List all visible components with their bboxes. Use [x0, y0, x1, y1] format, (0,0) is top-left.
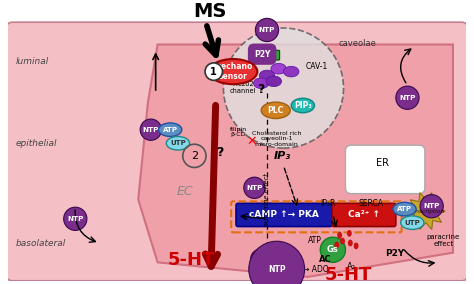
Text: NTP: NTP — [423, 203, 440, 209]
Text: CAV-1: CAV-1 — [306, 62, 328, 71]
Circle shape — [320, 237, 346, 262]
Text: MS: MS — [193, 2, 227, 21]
FancyBboxPatch shape — [332, 203, 396, 227]
Text: A₂: A₂ — [347, 262, 356, 271]
Ellipse shape — [283, 66, 299, 77]
Text: 5-HT: 5-HT — [325, 266, 372, 284]
Text: P2Y: P2Y — [385, 248, 404, 258]
Ellipse shape — [259, 70, 275, 81]
Text: ER: ER — [376, 158, 389, 168]
Ellipse shape — [254, 78, 269, 89]
Circle shape — [396, 86, 419, 109]
Text: cAMP ↑→ PKA: cAMP ↑→ PKA — [248, 210, 319, 220]
Text: PLC: PLC — [268, 106, 284, 115]
Ellipse shape — [401, 216, 424, 229]
Text: UTP: UTP — [170, 140, 186, 146]
Text: AC: AC — [319, 255, 331, 264]
FancyBboxPatch shape — [7, 22, 467, 281]
Ellipse shape — [347, 230, 352, 237]
Text: IP₃: IP₃ — [274, 151, 291, 161]
Text: Ca²⁺ ↑: Ca²⁺ ↑ — [348, 210, 380, 220]
Text: NTP: NTP — [259, 27, 275, 33]
Circle shape — [244, 177, 265, 199]
Ellipse shape — [348, 240, 353, 247]
Text: 1: 1 — [210, 67, 217, 77]
FancyBboxPatch shape — [236, 203, 332, 227]
Ellipse shape — [291, 98, 314, 113]
Text: caveolae: caveolae — [339, 39, 376, 49]
Ellipse shape — [337, 232, 342, 239]
Circle shape — [251, 249, 272, 270]
Text: NTP: NTP — [253, 256, 269, 262]
Text: Gs: Gs — [327, 245, 339, 254]
Circle shape — [223, 28, 344, 148]
Ellipse shape — [159, 123, 182, 137]
Text: UTP: UTP — [404, 220, 420, 226]
Text: luminal: luminal — [15, 57, 48, 66]
Circle shape — [205, 63, 222, 80]
Ellipse shape — [271, 63, 286, 74]
Ellipse shape — [354, 243, 358, 249]
Text: transcription: transcription — [407, 208, 445, 214]
Text: ATP: ATP — [163, 127, 178, 133]
Polygon shape — [407, 193, 445, 229]
Text: ATP: ATP — [397, 206, 412, 212]
Text: NTP: NTP — [143, 127, 159, 133]
Text: NTP: NTP — [246, 185, 263, 191]
Circle shape — [255, 18, 279, 41]
Text: IP₃R: IP₃R — [320, 199, 336, 208]
Text: epithelial: epithelial — [15, 139, 57, 148]
Text: autocrine effect: autocrine effect — [264, 173, 270, 226]
Text: → ADO: → ADO — [303, 265, 328, 274]
Ellipse shape — [340, 238, 345, 245]
Text: ?: ? — [216, 146, 223, 159]
Text: NTP: NTP — [399, 95, 416, 101]
Text: mechano
sensor: mechano sensor — [213, 62, 253, 81]
FancyBboxPatch shape — [346, 145, 425, 194]
Text: SERCA: SERCA — [358, 199, 383, 208]
Text: NTP: NTP — [268, 265, 285, 274]
Text: PIP₃: PIP₃ — [294, 101, 312, 110]
Circle shape — [420, 195, 443, 218]
FancyBboxPatch shape — [251, 50, 280, 60]
Ellipse shape — [166, 137, 190, 150]
Text: EC: EC — [177, 185, 193, 198]
Text: Cholesterol rich
caveolin-1
micro-domain: Cholesterol rich caveolin-1 micro-domain — [252, 131, 301, 147]
Ellipse shape — [393, 202, 416, 216]
Text: ATP: ATP — [308, 236, 321, 245]
Ellipse shape — [261, 102, 290, 119]
Text: NTP: NTP — [67, 216, 83, 222]
Text: Piezo2
channel: Piezo2 channel — [229, 81, 256, 94]
Text: 2: 2 — [191, 151, 198, 161]
Text: basolateral: basolateral — [15, 239, 65, 248]
Ellipse shape — [334, 242, 339, 248]
Text: P2Y: P2Y — [254, 50, 270, 59]
Ellipse shape — [266, 76, 282, 87]
Polygon shape — [138, 45, 453, 277]
Circle shape — [64, 207, 87, 230]
Circle shape — [140, 119, 162, 140]
Text: ?: ? — [257, 83, 264, 96]
Text: paracrine
effect: paracrine effect — [427, 234, 460, 247]
Text: filipin
β-CD: filipin β-CD — [230, 127, 247, 137]
Text: ✕: ✕ — [246, 135, 257, 148]
Text: 5-HT: 5-HT — [168, 251, 215, 269]
Ellipse shape — [209, 59, 257, 84]
